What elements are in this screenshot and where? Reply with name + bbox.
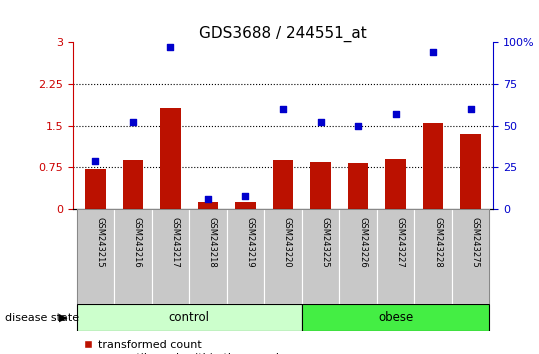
Bar (77, 304, 302, 331)
Point (279, 106, 287, 112)
Text: GSM243228: GSM243228 (433, 217, 442, 267)
Bar (273, 160, 293, 209)
Bar (414, 209, 452, 304)
Bar (227, 209, 264, 304)
Bar (160, 108, 181, 209)
Bar (114, 209, 151, 304)
Legend: transformed count, percentile rank within the sample: transformed count, percentile rank withi… (84, 340, 286, 354)
Text: GSM243219: GSM243219 (245, 217, 254, 267)
Title: GDS3688 / 244551_at: GDS3688 / 244551_at (199, 26, 367, 42)
Bar (377, 209, 414, 304)
Text: GSM243218: GSM243218 (208, 217, 217, 267)
Point (128, 120, 137, 125)
Bar (423, 123, 444, 209)
Bar (302, 304, 489, 331)
Bar (264, 209, 302, 304)
Bar (85, 169, 106, 209)
Bar (235, 202, 256, 209)
Bar (460, 134, 481, 209)
Text: GSM243217: GSM243217 (170, 217, 179, 267)
Bar (77, 209, 114, 304)
Bar (339, 209, 377, 304)
Bar (348, 164, 368, 209)
Point (166, 44, 175, 50)
Bar (198, 202, 218, 209)
Text: control: control (169, 311, 210, 324)
Point (429, 50, 438, 55)
Text: GSM243227: GSM243227 (396, 217, 405, 267)
Bar (452, 209, 489, 304)
Point (466, 106, 475, 112)
Point (91, 158, 100, 164)
Point (316, 120, 325, 125)
Bar (151, 209, 189, 304)
Point (354, 123, 362, 129)
Bar (302, 209, 339, 304)
Text: GSM243216: GSM243216 (133, 217, 142, 267)
Text: obese: obese (378, 311, 413, 324)
Point (204, 196, 212, 202)
Bar (310, 162, 331, 209)
Point (241, 194, 250, 199)
Bar (122, 160, 143, 209)
Text: ▶: ▶ (59, 313, 67, 323)
Text: GSM243215: GSM243215 (95, 217, 104, 267)
Text: GSM243225: GSM243225 (321, 217, 329, 267)
Point (391, 111, 400, 117)
Text: disease state: disease state (5, 313, 80, 323)
Bar (189, 209, 227, 304)
Bar (385, 159, 406, 209)
Text: GSM243275: GSM243275 (471, 217, 480, 267)
Text: GSM243226: GSM243226 (358, 217, 367, 267)
Text: GSM243220: GSM243220 (283, 217, 292, 267)
